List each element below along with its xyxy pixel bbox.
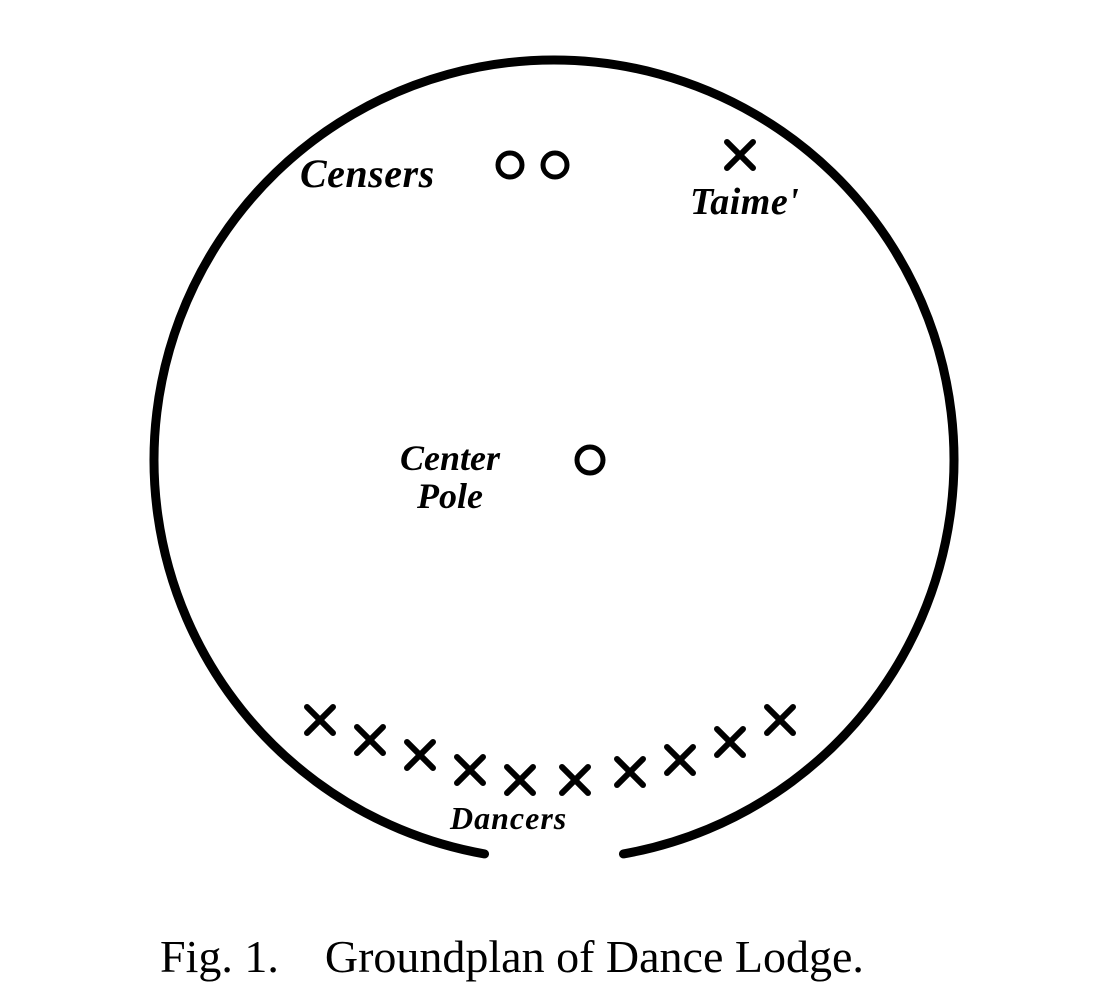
dancer-marker-3: [457, 757, 483, 783]
center-pole-label: Center Pole: [400, 440, 500, 516]
center-pole-line2: Pole: [417, 476, 483, 516]
dancer-marker-2: [407, 742, 433, 768]
figure-caption: Fig. 1. Groundplan of Dance Lodge.: [160, 930, 864, 983]
dancer-marker-9: [767, 707, 793, 733]
dancer-marker-6: [617, 759, 643, 785]
censer-marker-0: [498, 153, 522, 177]
taime-marker: [727, 142, 753, 168]
diagram-svg: [0, 0, 1108, 1004]
dancer-marker-8: [717, 729, 743, 755]
censer-marker-1: [543, 153, 567, 177]
dancer-marker-7: [667, 747, 693, 773]
censers-label: Censers: [300, 150, 435, 197]
dancer-marker-1: [357, 727, 383, 753]
dancers-label: Dancers: [450, 800, 567, 837]
dancer-marker-0: [307, 707, 333, 733]
center-pole-line1: Center: [400, 438, 500, 478]
center-pole-marker: [577, 447, 603, 473]
dancer-marker-4: [507, 767, 533, 793]
dancer-marker-5: [562, 767, 588, 793]
diagram-container: Censers Taime' Center Pole Dancers Fig. …: [0, 0, 1108, 1004]
taime-label: Taime': [690, 180, 799, 224]
